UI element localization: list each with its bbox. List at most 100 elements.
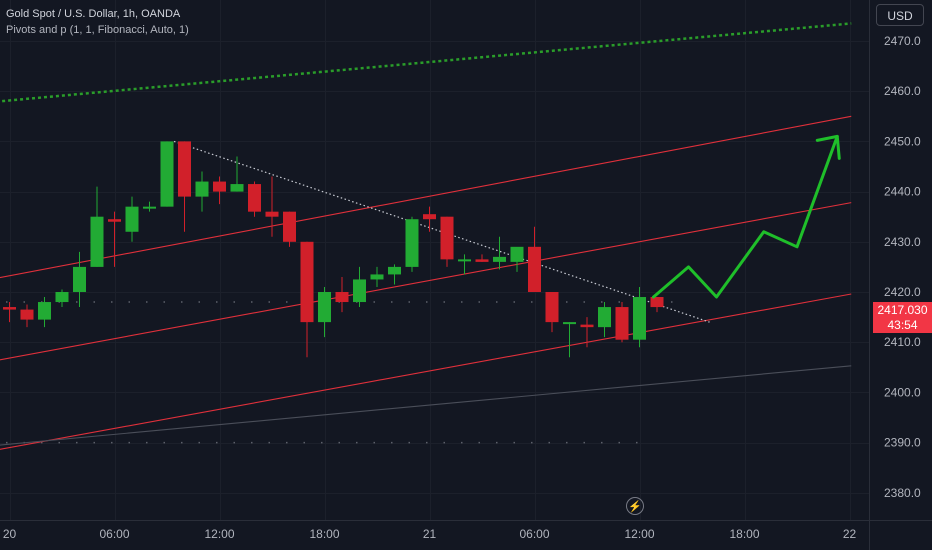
y-tick-label: 2460.0 [884, 84, 921, 98]
candle-body [318, 292, 331, 323]
y-tick-label: 2390.0 [884, 436, 921, 450]
x-tick-label: 12:00 [204, 527, 234, 541]
candle [335, 276, 349, 313]
candle [545, 292, 559, 333]
x-tick-label: 18:00 [309, 527, 339, 541]
candle-body [108, 219, 121, 222]
candle [38, 297, 51, 328]
candle [405, 216, 419, 272]
candle [650, 297, 664, 313]
candle [20, 304, 34, 328]
price-axis: 2380.0 2390.0 2400.0 2410.0 2420.0 2430.0 2440… [884, 34, 921, 500]
candle [265, 176, 279, 237]
x-tick-label: 21 [423, 527, 437, 541]
lightning-icon[interactable]: ⚡ [626, 497, 644, 515]
x-tick-label: 12:00 [624, 527, 654, 541]
candle-body [3, 307, 16, 310]
candle-body [20, 309, 34, 320]
candle-body [300, 241, 314, 323]
candle [370, 266, 384, 287]
chart-grid [0, 0, 869, 520]
candle [213, 176, 226, 205]
candle-body [55, 292, 69, 303]
candle-body [615, 307, 629, 340]
candle-body [73, 266, 86, 292]
candle [248, 181, 261, 217]
candle-body [248, 184, 261, 212]
candle-body [213, 181, 226, 192]
candle-body [510, 246, 524, 262]
resistance-dotted [0, 22, 852, 103]
projection-arrowhead [815, 134, 841, 160]
drawing-lines [0, 22, 852, 450]
candle-body [265, 211, 279, 217]
indicator-legend[interactable]: Pivots and p (1, 1, Fibonacci, Auto, 1) [6, 24, 189, 36]
candle-body [38, 302, 51, 320]
candle [353, 266, 366, 308]
candle [55, 289, 69, 308]
grey-channel-line [0, 365, 852, 446]
projection-arrow [652, 134, 841, 299]
candle-body [528, 246, 541, 292]
candle [510, 246, 524, 272]
candle-body [353, 279, 366, 303]
candle [143, 201, 156, 212]
candle-body [230, 184, 244, 192]
candle [108, 211, 121, 267]
candle-body [405, 219, 419, 267]
candle [493, 236, 506, 270]
candle [125, 196, 139, 242]
candle [475, 254, 489, 262]
x-tick-label: 20 [3, 527, 17, 541]
candle-body [195, 181, 209, 197]
candle-body [370, 274, 384, 280]
y-tick-label: 2380.0 [884, 486, 921, 500]
y-tick-label: 2440.0 [884, 185, 921, 199]
candle [230, 156, 244, 192]
candle [528, 226, 541, 292]
candle-body [598, 307, 611, 328]
candle [388, 264, 401, 285]
channel-upper [0, 115, 852, 279]
candle-body [563, 322, 576, 325]
candle-body [335, 292, 349, 303]
candle [458, 254, 471, 275]
y-tick-label: 2450.0 [884, 134, 921, 148]
x-tick-label: 22 [843, 527, 857, 541]
candle [318, 286, 331, 338]
candle-body [125, 206, 139, 232]
projection-path [652, 134, 839, 299]
candle [440, 216, 454, 267]
bar-countdown-label: 43:54 [873, 317, 932, 333]
candle-body [580, 324, 594, 328]
candle [615, 302, 629, 343]
candle [3, 302, 16, 323]
symbol-title[interactable]: Gold Spot / U.S. Dollar, 1h, OANDA [6, 8, 181, 20]
x-tick-label: 06:00 [519, 527, 549, 541]
candle-body [283, 211, 296, 242]
candle [160, 141, 174, 207]
channel-lower [0, 293, 852, 450]
x-tick-label: 06:00 [99, 527, 129, 541]
y-tick-label: 2430.0 [884, 235, 921, 249]
y-tick-label: 2470.0 [884, 34, 921, 48]
x-tick-label: 18:00 [729, 527, 759, 541]
candle-body [650, 297, 664, 308]
candle [423, 206, 436, 232]
candle [300, 241, 314, 358]
candle-body [90, 216, 104, 267]
y-tick-label: 2420.0 [884, 285, 921, 299]
candle-body [160, 141, 174, 207]
candle-body [178, 141, 191, 197]
currency-button[interactable]: USD [876, 4, 924, 26]
candle-body [423, 214, 436, 220]
candle [73, 251, 86, 308]
candle [633, 286, 646, 348]
candle [178, 141, 191, 232]
candle-body [475, 259, 489, 262]
candle-body [633, 297, 646, 340]
candle [283, 211, 296, 247]
y-tick-label: 2410.0 [884, 335, 921, 349]
candle-body [440, 216, 454, 260]
